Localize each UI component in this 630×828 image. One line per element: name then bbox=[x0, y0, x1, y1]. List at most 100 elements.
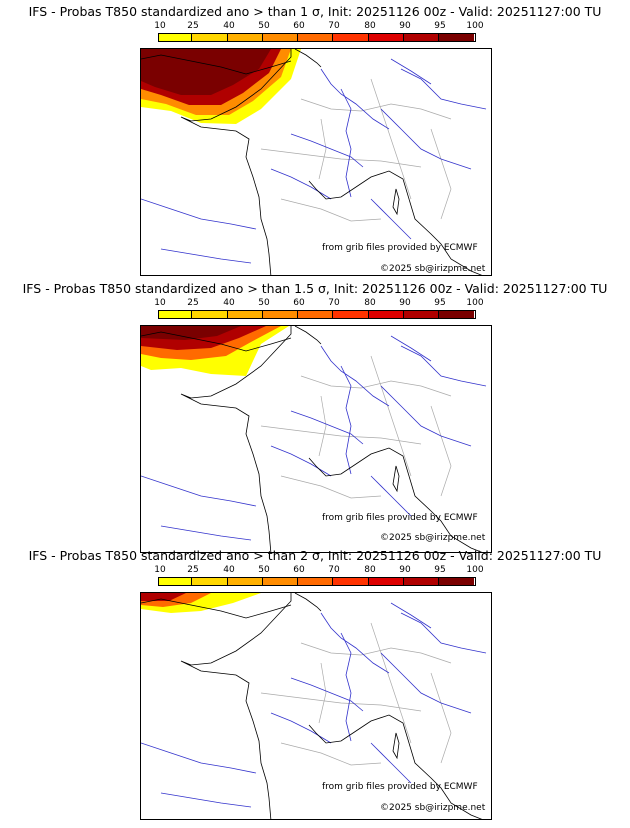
coastline bbox=[180, 49, 483, 275]
colorbar-segment bbox=[298, 34, 333, 41]
river bbox=[320, 345, 390, 407]
river bbox=[290, 133, 364, 168]
colorbar-segment bbox=[439, 311, 474, 318]
colorbar-tick-label: 80 bbox=[364, 298, 376, 308]
coastline bbox=[180, 593, 483, 819]
map-panel-3: IFS - Probas T850 standardized ano > tha… bbox=[0, 544, 630, 820]
admin-border bbox=[260, 148, 422, 168]
admin-border bbox=[260, 692, 422, 712]
admin-border bbox=[300, 375, 452, 397]
source-credit: from grib files provided by ECMWF bbox=[322, 513, 478, 523]
probability-colorbar bbox=[158, 33, 476, 42]
colorbar-tick-label: 100 bbox=[466, 21, 484, 31]
admin-border bbox=[430, 128, 452, 220]
colorbar-segment bbox=[333, 311, 369, 318]
colorbar-segment bbox=[159, 578, 192, 585]
admin-border bbox=[370, 355, 412, 477]
colorbar-segment bbox=[263, 34, 298, 41]
copyright-credit: ©2025 sb@irizpme.net bbox=[380, 803, 486, 813]
colorbar-tick-label: 80 bbox=[364, 565, 376, 575]
colorbar-tick-label: 90 bbox=[399, 298, 411, 308]
colorbar-segment bbox=[192, 578, 228, 585]
colorbar-segment bbox=[159, 34, 192, 41]
colorbar-tick-label: 40 bbox=[223, 298, 235, 308]
colorbar-segment bbox=[404, 578, 439, 585]
river bbox=[340, 88, 352, 198]
colorbar-segment bbox=[369, 311, 404, 318]
corsica-coast bbox=[392, 732, 400, 760]
river bbox=[400, 345, 487, 387]
admin-border bbox=[318, 662, 327, 724]
map-canvas bbox=[141, 593, 487, 819]
corsica-coast bbox=[392, 465, 400, 493]
source-credit: from grib files provided by ECMWF bbox=[322, 782, 478, 792]
colorbar-tick-label: 100 bbox=[466, 298, 484, 308]
colorbar-tick-label: 70 bbox=[328, 21, 340, 31]
probability-colorbar bbox=[158, 577, 476, 586]
admin-border bbox=[300, 98, 452, 120]
admin-border bbox=[370, 78, 412, 200]
colorbar-segment bbox=[263, 311, 298, 318]
colorbar-tick-label: 10 bbox=[154, 298, 166, 308]
colorbar-tick-label: 95 bbox=[434, 21, 446, 31]
panel-title: IFS - Probas T850 standardized ano > tha… bbox=[28, 548, 602, 563]
panel-title: IFS - Probas T850 standardized ano > tha… bbox=[22, 281, 608, 296]
river bbox=[160, 248, 252, 264]
colorbar-tick-label: 60 bbox=[293, 21, 305, 31]
river bbox=[390, 58, 432, 85]
admin-border bbox=[260, 425, 422, 445]
colorbar-segment bbox=[333, 578, 369, 585]
coastline bbox=[141, 598, 292, 619]
colorbar-tick-label: 40 bbox=[223, 565, 235, 575]
admin-border bbox=[370, 622, 412, 744]
colorbar-tick-label: 50 bbox=[258, 21, 270, 31]
colorbar-tick-label: 90 bbox=[399, 21, 411, 31]
colorbar-tick-label: 25 bbox=[187, 298, 199, 308]
river bbox=[320, 612, 390, 674]
copyright-credit: ©2025 sb@irizpme.net bbox=[380, 264, 486, 274]
colorbar-tick-label: 10 bbox=[154, 565, 166, 575]
colorbar-tick-label: 25 bbox=[187, 21, 199, 31]
map-panel-1: IFS - Probas T850 standardized ano > tha… bbox=[0, 0, 630, 276]
river bbox=[290, 410, 364, 445]
map-panel-2: IFS - Probas T850 standardized ano > tha… bbox=[0, 277, 630, 553]
colorbar-segment bbox=[404, 34, 439, 41]
river bbox=[400, 612, 487, 654]
colorbar-tick-label: 10 bbox=[154, 21, 166, 31]
colorbar-tick-label: 25 bbox=[187, 565, 199, 575]
colorbar-segment bbox=[192, 34, 228, 41]
colorbar-ticks: 10 25 40 50 60 70 80 90 95 100 bbox=[0, 565, 630, 577]
copyright-credit: ©2025 sb@irizpme.net bbox=[380, 533, 486, 543]
river bbox=[370, 475, 412, 517]
coastline bbox=[180, 326, 483, 552]
river bbox=[370, 198, 412, 240]
colorbar-tick-label: 70 bbox=[328, 565, 340, 575]
probability-shading bbox=[141, 593, 186, 601]
colorbar-segment bbox=[439, 578, 474, 585]
colorbar-segment bbox=[369, 578, 404, 585]
map-canvas bbox=[141, 49, 487, 275]
colorbar-ticks: 10 25 40 50 60 70 80 90 95 100 bbox=[0, 21, 630, 33]
colorbar-tick-label: 60 bbox=[293, 298, 305, 308]
panel-title: IFS - Probas T850 standardized ano > tha… bbox=[28, 4, 602, 19]
admin-border bbox=[318, 395, 327, 457]
colorbar-segment bbox=[159, 311, 192, 318]
river bbox=[380, 108, 472, 170]
admin-border bbox=[300, 642, 452, 664]
colorbar-segment bbox=[263, 578, 298, 585]
admin-border bbox=[430, 405, 452, 497]
river bbox=[141, 198, 257, 230]
colorbar-tick-label: 60 bbox=[293, 565, 305, 575]
probability-map bbox=[140, 325, 492, 553]
river bbox=[270, 168, 332, 200]
colorbar-segment bbox=[228, 311, 263, 318]
river bbox=[160, 525, 252, 541]
colorbar-segment bbox=[298, 311, 333, 318]
river bbox=[141, 742, 257, 774]
probability-map bbox=[140, 592, 492, 820]
river bbox=[320, 68, 390, 130]
admin-border bbox=[430, 672, 452, 764]
probability-colorbar bbox=[158, 310, 476, 319]
colorbar-segment bbox=[228, 578, 263, 585]
river bbox=[380, 385, 472, 447]
